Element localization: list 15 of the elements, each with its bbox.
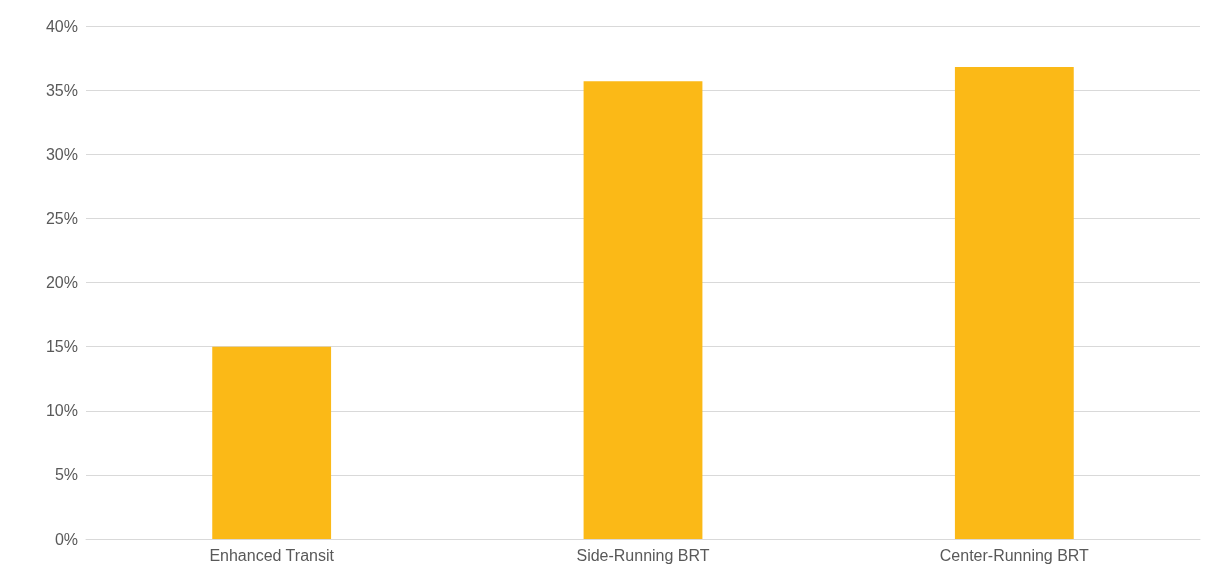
y-tick-label: 30% — [45, 145, 78, 163]
y-tick-label: 10% — [45, 402, 78, 420]
y-tick-label: 5% — [54, 466, 78, 484]
bar — [954, 67, 1074, 539]
bar — [583, 81, 703, 539]
y-tick-label: 40% — [45, 17, 78, 35]
y-tick-label: 35% — [45, 81, 78, 99]
y-tick-label: 15% — [45, 338, 78, 356]
x-tick-label: Side-Running BRT — [576, 546, 710, 564]
y-tick-label: 0% — [54, 530, 78, 548]
y-tick-label: 25% — [45, 209, 78, 227]
x-tick-label: Enhanced Transit — [209, 546, 335, 564]
x-tick-label: Center-Running BRT — [939, 546, 1090, 564]
y-tick-label: 20% — [45, 274, 78, 291]
bar — [212, 346, 332, 539]
